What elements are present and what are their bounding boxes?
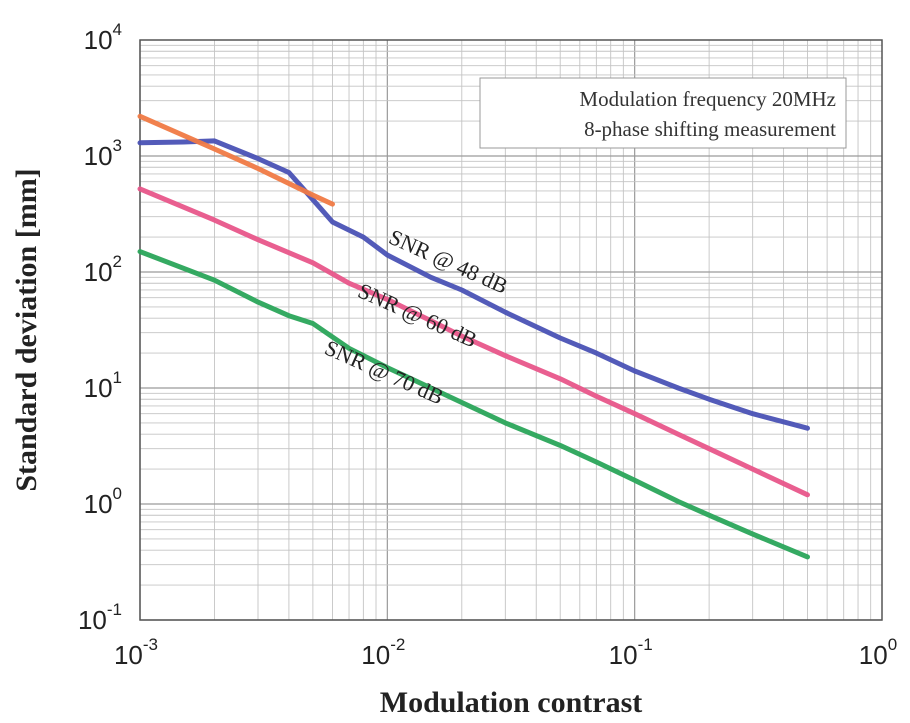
- y-tick-label: 104: [84, 20, 122, 55]
- x-tick-label: 10-1: [609, 635, 653, 670]
- legend-line-method: 8-phase shifting measurement: [584, 117, 836, 141]
- x-tick-labels: 10-3 10-2 10-1 100: [114, 635, 897, 670]
- series-layer: [137, 113, 810, 560]
- x-tick-label: 10-2: [361, 635, 405, 670]
- x-tick-label: 100: [859, 635, 897, 670]
- y-tick-label: 102: [84, 252, 122, 287]
- plot-frame: [139, 39, 883, 621]
- y-tick-label: 10-1: [78, 600, 122, 635]
- series-line-1: [137, 186, 810, 498]
- y-tick-labels: 10-1 100 101 102 103 104: [78, 20, 122, 635]
- legend-line-frequency: Modulation frequency 20MHz: [579, 87, 836, 111]
- legend-box: [479, 77, 847, 149]
- y-tick-label: 101: [84, 368, 122, 403]
- series-line-0: [137, 138, 810, 431]
- x-axis-title: Modulation contrast: [380, 686, 643, 719]
- series-line-3: [137, 113, 335, 207]
- x-tick-label: 10-3: [114, 635, 158, 670]
- y-axis-title: Standard deviation [mm]: [10, 168, 43, 491]
- series-line-2: [137, 249, 810, 560]
- legend: Modulation frequency 20MHz 8-phase shift…: [479, 77, 847, 149]
- y-tick-label: 103: [84, 136, 122, 171]
- grid: [139, 40, 882, 621]
- y-tick-label: 100: [84, 484, 122, 519]
